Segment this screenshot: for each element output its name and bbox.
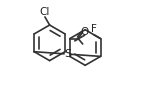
Text: F: F (92, 24, 97, 34)
Text: Cl: Cl (40, 7, 50, 17)
Text: O: O (80, 27, 88, 37)
Text: S: S (64, 49, 71, 59)
